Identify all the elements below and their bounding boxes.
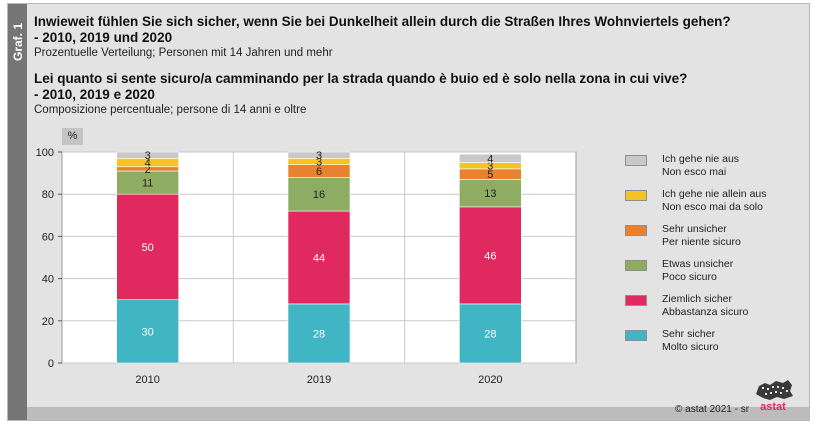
x-tick-label: 2019 bbox=[307, 374, 331, 386]
subtitle-it: Composizione percentuale; persone di 14 … bbox=[34, 104, 307, 116]
y-tick-label: 0 bbox=[48, 358, 54, 370]
legend-item: Sehr unsicher Per niente sicuro bbox=[625, 223, 741, 249]
legend-label: Sehr sicher Molto sicuro bbox=[662, 328, 719, 354]
y-axis-unit-label: % bbox=[62, 128, 83, 145]
data-label: 4 bbox=[487, 153, 493, 165]
x-tick-label: 2010 bbox=[135, 374, 159, 386]
data-label: 28 bbox=[313, 328, 325, 340]
data-label: 16 bbox=[313, 189, 325, 201]
data-label: 3 bbox=[316, 156, 322, 168]
legend-label-it: Poco sicuro bbox=[662, 271, 717, 283]
title-it-line1: Lei quanto si sente sicuro/a camminando … bbox=[34, 71, 688, 86]
data-label: 30 bbox=[142, 326, 154, 338]
bar-segment bbox=[287, 151, 351, 159]
legend-swatch bbox=[625, 260, 647, 271]
legend-label: Ziemlich sicher Abbastanza sicuro bbox=[662, 293, 748, 319]
subtitle-de: Prozentuelle Verteilung; Personen mit 14… bbox=[34, 47, 333, 59]
legend-swatch bbox=[625, 190, 647, 201]
legend-label-de: Ich gehe nie aus bbox=[662, 153, 740, 165]
data-label: 44 bbox=[313, 253, 325, 265]
data-label: 13 bbox=[484, 188, 496, 200]
y-tick-label: 40 bbox=[42, 274, 54, 286]
y-tick-label: 100 bbox=[36, 147, 54, 159]
data-label: 3 bbox=[487, 161, 493, 173]
data-label: 2 bbox=[145, 164, 151, 176]
y-tick-label: 60 bbox=[42, 231, 54, 243]
legend-label-it: Molto sicuro bbox=[662, 341, 719, 353]
legend-swatch bbox=[625, 225, 647, 236]
astat-logo: astat bbox=[756, 380, 793, 412]
legend-label-de: Ich gehe nie allein aus bbox=[662, 188, 767, 200]
legend-label: Sehr unsicher Per niente sicuro bbox=[662, 223, 741, 249]
data-label: 50 bbox=[142, 242, 154, 254]
legend-label: Ich gehe nie allein aus Non esco mai da s… bbox=[662, 188, 767, 214]
legend-label-de: Etwas unsicher bbox=[662, 258, 734, 270]
bar-segment bbox=[459, 179, 522, 208]
bar-segment bbox=[116, 151, 179, 159]
legend-label-de: Sehr unsicher bbox=[662, 223, 727, 235]
legend-swatch bbox=[625, 295, 647, 306]
data-label: 3 bbox=[145, 150, 151, 162]
bar-segment bbox=[287, 303, 351, 364]
legend-item: Ich gehe nie aus Non esco mai bbox=[625, 153, 739, 179]
legend-swatch bbox=[625, 330, 647, 341]
data-label: 3 bbox=[316, 150, 322, 162]
data-label: 28 bbox=[484, 328, 496, 340]
legend-label-it: Non esco mai bbox=[662, 166, 727, 178]
sidebar: Graf. 1 bbox=[8, 4, 27, 420]
legend-label: Etwas unsicher Poco sicuro bbox=[662, 258, 733, 284]
legend-label-it: Non esco mai da solo bbox=[662, 201, 763, 213]
x-tick-label: 2020 bbox=[478, 374, 502, 386]
bar-segment bbox=[287, 210, 351, 305]
title-de-line2: - 2010, 2019 und 2020 bbox=[34, 30, 173, 45]
data-label: 5 bbox=[487, 169, 493, 181]
legend-item: Ich gehe nie allein aus Non esco mai da s… bbox=[625, 188, 767, 214]
data-label: 6 bbox=[316, 166, 322, 178]
bar-segment bbox=[116, 299, 179, 364]
legend-swatch bbox=[625, 155, 647, 166]
legend-label-it: Per niente sicuro bbox=[662, 236, 741, 248]
title-de-line1: Inwieweit fühlen Sie sich sicher, wenn S… bbox=[34, 14, 731, 29]
y-tick-label: 20 bbox=[42, 316, 54, 328]
legend-label-de: Ziemlich sicher bbox=[662, 293, 733, 305]
legend-item: Sehr sicher Molto sicuro bbox=[625, 328, 719, 354]
legend-label-de: Sehr sicher bbox=[662, 328, 716, 340]
legend-label-it: Abbastanza sicuro bbox=[662, 306, 749, 318]
legend-item: Etwas unsicher Poco sicuro bbox=[625, 258, 733, 284]
data-label: 4 bbox=[145, 158, 151, 170]
logo-text: astat bbox=[760, 401, 786, 412]
footer-copyright: © astat 2021 - sr bbox=[675, 404, 750, 415]
y-tick-label: 80 bbox=[42, 189, 54, 201]
bar-segment bbox=[459, 153, 522, 163]
bar-segment bbox=[459, 303, 522, 364]
legend-item: Ziemlich sicher Abbastanza sicuro bbox=[625, 293, 748, 319]
title-it-line2: - 2010, 2019 e 2020 bbox=[34, 87, 155, 102]
bar-segment bbox=[287, 177, 351, 212]
bottom-bar bbox=[27, 407, 809, 420]
legend-label: Ich gehe nie aus Non esco mai bbox=[662, 153, 739, 179]
bar-segment bbox=[116, 193, 179, 300]
data-label: 46 bbox=[484, 250, 496, 262]
data-label: 11 bbox=[142, 178, 153, 190]
